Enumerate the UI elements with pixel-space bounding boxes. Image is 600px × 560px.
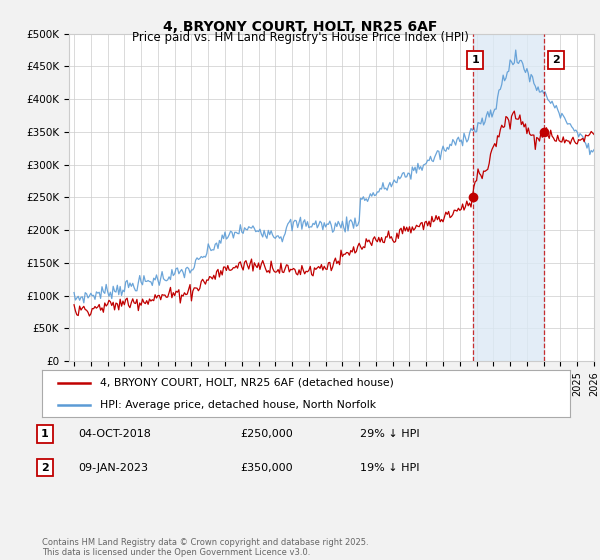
Text: 19% ↓ HPI: 19% ↓ HPI <box>360 463 419 473</box>
Text: £350,000: £350,000 <box>240 463 293 473</box>
Text: 1: 1 <box>41 429 49 439</box>
Text: HPI: Average price, detached house, North Norfolk: HPI: Average price, detached house, Nort… <box>100 400 376 410</box>
Text: 4, BRYONY COURT, HOLT, NR25 6AF: 4, BRYONY COURT, HOLT, NR25 6AF <box>163 20 437 34</box>
Text: 04-OCT-2018: 04-OCT-2018 <box>78 429 151 439</box>
Text: Price paid vs. HM Land Registry's House Price Index (HPI): Price paid vs. HM Land Registry's House … <box>131 31 469 44</box>
Bar <box>473 34 544 361</box>
Text: 2: 2 <box>552 55 560 65</box>
Text: 4, BRYONY COURT, HOLT, NR25 6AF (detached house): 4, BRYONY COURT, HOLT, NR25 6AF (detache… <box>100 378 394 388</box>
Text: £250,000: £250,000 <box>240 429 293 439</box>
Text: 29% ↓ HPI: 29% ↓ HPI <box>360 429 419 439</box>
Text: 1: 1 <box>471 55 479 65</box>
Text: 2: 2 <box>41 463 49 473</box>
Text: 09-JAN-2023: 09-JAN-2023 <box>78 463 148 473</box>
Text: Contains HM Land Registry data © Crown copyright and database right 2025.
This d: Contains HM Land Registry data © Crown c… <box>42 538 368 557</box>
